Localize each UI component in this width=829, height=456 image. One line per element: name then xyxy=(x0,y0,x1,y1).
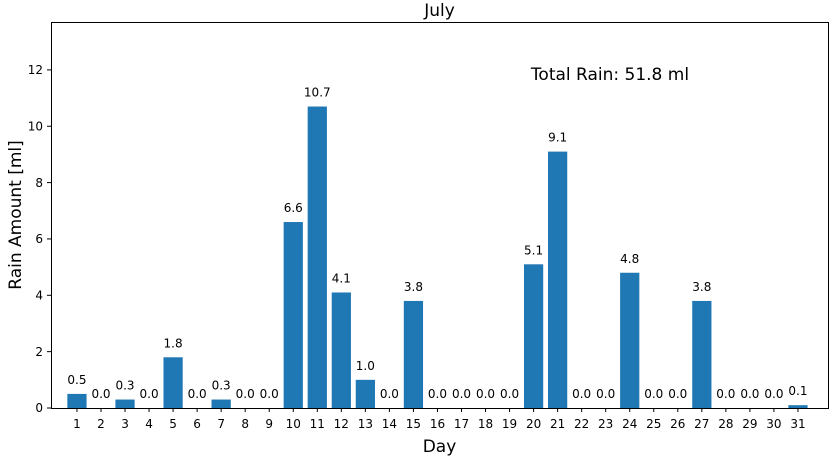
x-tick-label: 11 xyxy=(310,417,325,431)
x-tick-label: 25 xyxy=(646,417,661,431)
x-tick-label: 23 xyxy=(598,417,613,431)
bar-value-label-4: 0.0 xyxy=(140,387,159,401)
bar-value-label-13: 1.0 xyxy=(356,359,375,373)
x-tick-label: 19 xyxy=(502,417,517,431)
total-rain-annotation: Total Rain: 51.8 ml xyxy=(530,65,689,85)
bar-value-label-25: 0.0 xyxy=(644,387,663,401)
bar-value-label-20: 5.1 xyxy=(524,243,543,257)
y-tick-label: 4 xyxy=(35,288,43,302)
bar-value-label-8: 0.0 xyxy=(236,387,255,401)
bar-value-label-9: 0.0 xyxy=(260,387,279,401)
bar-value-label-7: 0.3 xyxy=(212,379,231,393)
bar-value-label-15: 3.8 xyxy=(404,280,423,294)
x-axis-ticks: 1 2 3 4 5 6 7 8 9 10 11 12 13 14 15 16 17 18 19 20 21 22 23 24 2… xyxy=(73,408,806,431)
bar-day-10 xyxy=(283,222,303,408)
bar-value-label-16: 0.0 xyxy=(428,387,447,401)
chart-title: July xyxy=(423,1,455,21)
bar-day-21 xyxy=(548,151,568,408)
x-tick-label: 9 xyxy=(265,417,273,431)
bar-value-label-11: 10.7 xyxy=(304,86,331,100)
bar-day-24 xyxy=(620,272,640,408)
y-tick-label: 12 xyxy=(28,63,43,77)
x-axis-label: Day xyxy=(423,437,457,456)
x-tick-label: 4 xyxy=(145,417,153,431)
bar-value-label-28: 0.0 xyxy=(716,387,735,401)
x-tick-label: 27 xyxy=(694,417,709,431)
x-tick-label: 28 xyxy=(718,417,733,431)
x-tick-label: 7 xyxy=(217,417,225,431)
bar-value-label-2: 0.0 xyxy=(91,387,110,401)
bar-day-27 xyxy=(692,300,712,408)
bar-value-label-3: 0.3 xyxy=(115,379,134,393)
bar-value-label-21: 9.1 xyxy=(548,131,567,145)
bar-value-label-22: 0.0 xyxy=(572,387,591,401)
x-tick-label: 2 xyxy=(97,417,105,431)
bar-labels-group: 0.5 0.0 0.3 0.0 1.8 0.0 0.3 0.0 0.0 6.6 10.7 4.1 1.0… xyxy=(67,86,807,401)
bar-day-11 xyxy=(307,106,327,409)
x-tick-label: 10 xyxy=(286,417,301,431)
y-tick-label: 2 xyxy=(35,345,43,359)
x-tick-label: 3 xyxy=(121,417,129,431)
x-tick-label: 22 xyxy=(574,417,589,431)
bar-day-20 xyxy=(523,264,544,408)
x-tick-label: 12 xyxy=(334,417,349,431)
x-tick-label: 8 xyxy=(241,417,249,431)
x-tick-label: 5 xyxy=(169,417,177,431)
y-axis-ticks: 0 2 4 6 8 10 12 xyxy=(28,63,51,415)
bar-value-label-18: 0.0 xyxy=(476,387,495,401)
x-tick-label: 18 xyxy=(478,417,493,431)
x-tick-label: 14 xyxy=(382,417,397,431)
x-tick-label: 29 xyxy=(742,417,757,431)
bar-day-12 xyxy=(331,292,351,408)
bar-value-label-27: 3.8 xyxy=(692,280,711,294)
bar-value-label-10: 6.6 xyxy=(284,201,303,215)
bar-value-label-29: 0.0 xyxy=(740,387,759,401)
bar-value-label-14: 0.0 xyxy=(380,387,399,401)
bar-day-13 xyxy=(355,379,375,408)
bar-value-label-12: 4.1 xyxy=(332,271,351,285)
bars-group xyxy=(67,106,808,409)
x-tick-label: 31 xyxy=(790,417,805,431)
bar-value-label-26: 0.0 xyxy=(668,387,687,401)
y-tick-label: 0 xyxy=(35,401,43,415)
plot-area-frame xyxy=(51,22,829,409)
y-axis-label: Rain Amount [ml] xyxy=(6,140,26,290)
y-tick-label: 8 xyxy=(35,176,43,190)
x-tick-label: 13 xyxy=(358,417,373,431)
x-tick-label: 24 xyxy=(622,417,637,431)
x-tick-label: 21 xyxy=(550,417,565,431)
bar-value-label-1: 0.5 xyxy=(67,373,86,387)
x-tick-label: 16 xyxy=(430,417,445,431)
x-tick-label: 26 xyxy=(670,417,685,431)
bar-value-label-5: 1.8 xyxy=(164,336,183,350)
x-tick-label: 15 xyxy=(406,417,421,431)
bar-day-15 xyxy=(403,300,424,408)
bar-value-label-19: 0.0 xyxy=(500,387,519,401)
x-tick-label: 6 xyxy=(193,417,201,431)
x-tick-label: 20 xyxy=(526,417,541,431)
bar-value-label-30: 0.0 xyxy=(764,387,783,401)
bar-value-label-24: 4.8 xyxy=(620,252,639,266)
bar-value-label-6: 0.0 xyxy=(188,387,207,401)
bar-day-3 xyxy=(115,399,135,408)
x-tick-label: 30 xyxy=(766,417,781,431)
bar-day-5 xyxy=(163,357,183,408)
bar-value-label-31: 0.1 xyxy=(788,384,807,398)
bar-day-1 xyxy=(67,393,87,408)
bar-value-label-17: 0.0 xyxy=(452,387,471,401)
x-tick-label: 17 xyxy=(454,417,469,431)
y-tick-label: 6 xyxy=(35,232,43,246)
bar-day-31 xyxy=(788,405,808,408)
x-tick-label: 1 xyxy=(73,417,81,431)
y-tick-label: 10 xyxy=(28,119,43,133)
bar-day-7 xyxy=(211,399,231,408)
bar-value-label-23: 0.0 xyxy=(596,387,615,401)
